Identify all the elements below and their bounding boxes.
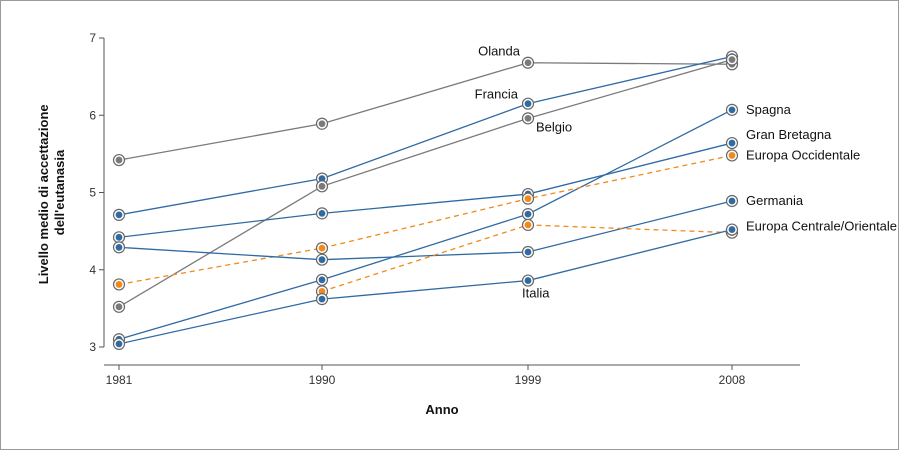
- data-point-europa-occidentale: [521, 192, 535, 205]
- y-axis-title-line-2: dell'eutanasia: [52, 149, 67, 235]
- series-label-francia: Francia: [475, 87, 519, 102]
- x-tick-label: 1981: [106, 373, 133, 387]
- x-axis-title: Anno: [425, 402, 458, 417]
- y-axis-title: Livello medio di accettazione dell'eutan…: [36, 101, 67, 285]
- data-point-italia: [725, 223, 739, 236]
- data-point-europa-occidentale: [315, 242, 329, 255]
- series-label-germania: Germania: [746, 193, 804, 208]
- data-point-europa-occidentale: [112, 278, 126, 291]
- x-tick-label: 1999: [515, 373, 542, 387]
- data-point-germania: [725, 194, 739, 208]
- y-tick-label: 3: [89, 340, 96, 354]
- data-point-germania: [315, 253, 329, 266]
- series-line-spagna: [118, 109, 733, 340]
- data-point-francia: [112, 208, 126, 222]
- series-label-belgio: Belgio: [536, 119, 572, 134]
- series-line-gran-bretagna: [118, 142, 733, 238]
- y-tick-label: 7: [89, 31, 96, 45]
- series-label-gran-bretagna: Gran Bretagna: [746, 127, 832, 142]
- series-line-europa-occidentale: [118, 154, 733, 286]
- data-point-belgio: [521, 112, 535, 125]
- data-point-belgio: [725, 53, 739, 66]
- data-point-olanda: [521, 56, 535, 69]
- data-point-gran-bretagna: [315, 207, 329, 220]
- x-tick-label: 2008: [719, 373, 746, 387]
- data-point-spagna: [521, 208, 535, 221]
- series-label-spagna: Spagna: [746, 102, 792, 117]
- series-line-italia: [118, 228, 733, 345]
- series-labels: Olanda Francia Belgio Spagna Gran Bretagna Eu…: [475, 44, 897, 301]
- series-line-francia: [118, 55, 733, 216]
- series-line-olanda: [118, 62, 733, 161]
- y-axis-title-line-1: Livello medio di accettazione: [36, 104, 51, 284]
- data-point-europa-occidentale: [725, 149, 739, 162]
- data-point-europa-centrale-orientale: [521, 218, 535, 232]
- data-point-gran-bretagna: [112, 231, 126, 244]
- data-point-germania: [112, 241, 126, 254]
- series-label-europa-occidentale: Europa Occidentale: [746, 147, 860, 162]
- series-label-olanda: Olanda: [478, 44, 521, 59]
- data-point-olanda: [315, 117, 329, 130]
- data-point-italia: [112, 337, 126, 351]
- data-point-belgio: [315, 180, 329, 193]
- axes: 3 4 5 6 7 1981 1990 1999 2008: [89, 31, 800, 387]
- data-point-italia: [521, 274, 535, 287]
- y-tick-label: 4: [89, 263, 96, 277]
- series-label-italia: Italia: [522, 286, 550, 301]
- data-point-spagna: [725, 103, 739, 116]
- data-point-francia: [521, 97, 535, 110]
- data-point-belgio: [112, 300, 126, 313]
- series-points: [112, 50, 739, 351]
- data-point-italia: [315, 293, 329, 306]
- y-tick-label: 6: [89, 108, 96, 122]
- series-label-europa-centrale-orientale: Europa Centrale/Orientale: [746, 219, 897, 234]
- data-point-spagna: [315, 273, 329, 286]
- x-tick-label: 1990: [309, 373, 336, 387]
- series-lines: [118, 55, 733, 345]
- data-point-gran-bretagna: [725, 136, 739, 150]
- y-tick-label: 5: [89, 186, 96, 200]
- data-point-olanda: [112, 153, 126, 167]
- data-point-germania: [521, 245, 535, 259]
- series-line-belgio: [118, 59, 733, 308]
- series-line-germania: [118, 200, 733, 261]
